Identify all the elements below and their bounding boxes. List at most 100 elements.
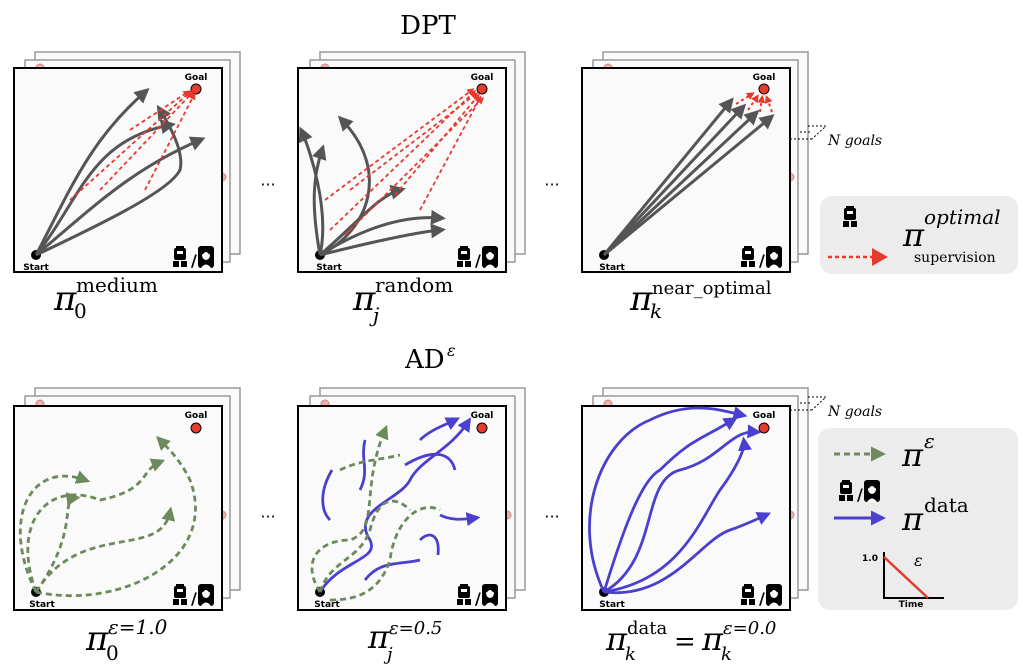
pi-symbol: π <box>901 436 924 474</box>
n-goals-bracket <box>790 125 828 140</box>
trajectories-blue <box>318 417 481 593</box>
pi-subscript: k <box>625 644 636 665</box>
supervision-arrow <box>129 90 191 131</box>
legend-supervision: supervision <box>914 250 996 266</box>
trajectories <box>602 97 775 257</box>
eps-schedule-chart: 1.0 ε Time <box>862 551 944 610</box>
pi-symbol: π <box>85 619 109 659</box>
panel-frame <box>581 405 791 611</box>
slash: / <box>759 251 765 270</box>
pi-symbol: π <box>352 279 376 319</box>
supervision-arrow <box>764 94 773 113</box>
trajectories <box>19 436 197 597</box>
pi-superscript: near_optimal <box>652 278 772 299</box>
trajectory <box>363 558 421 581</box>
goal-label: Goal <box>185 411 208 421</box>
trajectory <box>312 144 327 256</box>
supervision-arrow <box>69 90 193 201</box>
dpt-legend: π optimal supervision <box>820 196 1018 274</box>
trajectory <box>602 417 738 593</box>
goal-label: Goal <box>753 411 776 421</box>
pi-symbol: π <box>629 279 653 319</box>
supervision-arrow <box>419 95 482 211</box>
trajectory <box>603 114 775 257</box>
trajectory <box>329 506 441 602</box>
start-label: Start <box>599 600 625 610</box>
supervision-arrow <box>747 94 759 111</box>
ad-legend: π ε / π data 1.0 ε Time <box>818 428 1018 610</box>
pi-subscript: 0 <box>106 641 119 665</box>
trajectory <box>34 492 81 593</box>
goal-marker <box>476 422 488 434</box>
goal-label: Goal <box>185 73 208 83</box>
chart-y-label: 1.0 <box>862 554 878 564</box>
pi-symbol: π <box>902 216 925 254</box>
slash: / <box>475 589 481 608</box>
pi-label-eps-0.5: π j ε=0.5 <box>367 618 442 665</box>
trajectory <box>358 439 367 491</box>
pi-subscript: k <box>650 299 662 323</box>
trajectory <box>419 417 461 442</box>
goal-label: Goal <box>471 411 494 421</box>
eps-decay-line <box>883 556 929 599</box>
trajectory <box>26 458 166 593</box>
trajectory <box>321 469 334 521</box>
dpt-panel-random: Goal Start / <box>297 51 526 273</box>
slash: / <box>759 589 765 608</box>
person-icon <box>863 479 881 503</box>
legend-box <box>818 428 1018 610</box>
n-goals-bracket <box>790 396 828 411</box>
dpt-panel-medium: Goal Start / <box>13 51 241 273</box>
supervision-arrow <box>329 90 477 231</box>
section-title-ad: AD ε <box>404 341 456 375</box>
pi-superscript: ε=0.0 <box>723 618 776 639</box>
trajectory <box>35 104 183 257</box>
ad-panel-data: Goal Start / N goals <box>581 387 882 611</box>
trajectory <box>319 209 446 257</box>
equals: = <box>674 627 696 657</box>
panel-frame <box>297 67 507 273</box>
ad-panel-eps-1: Goal Start / <box>13 387 241 611</box>
goal-label: Goal <box>753 73 776 83</box>
slash: / <box>191 251 197 270</box>
chart-eps-label: ε <box>914 551 923 570</box>
trajectory <box>602 97 734 256</box>
trajectory <box>34 88 150 256</box>
person-icon <box>481 245 499 269</box>
legend-data: data <box>924 493 969 517</box>
trajectory <box>439 512 481 527</box>
trajectory <box>603 512 772 595</box>
person-icon <box>197 583 215 607</box>
pi-label-medium: π 0 medium <box>53 273 158 323</box>
trajectory <box>602 103 747 257</box>
pi-superscript: ε=0.5 <box>389 618 442 639</box>
supervision-arrow <box>324 88 475 201</box>
pi-subscript: j <box>369 303 379 327</box>
n-goals-label: N goals <box>827 404 882 420</box>
n-goals-label: N goals <box>827 133 882 149</box>
supervision-arrow <box>349 92 479 191</box>
supervision-arrows <box>735 92 773 113</box>
goal-marker <box>758 422 770 434</box>
pi-superscript: ε=1.0 <box>108 615 168 639</box>
trajectory <box>35 136 206 257</box>
ellipsis: ··· <box>260 507 275 526</box>
trajectory <box>319 223 446 257</box>
chart-x-label: Time <box>899 600 924 610</box>
trajectories-green <box>310 424 441 602</box>
trajectory <box>602 109 760 257</box>
pi-symbol: π <box>701 620 724 658</box>
supervision-arrow <box>394 93 480 196</box>
pi-label-data: π k data = π k ε=0.0 <box>605 618 776 665</box>
pi-symbol: π <box>367 618 390 656</box>
ellipsis: ··· <box>260 175 275 194</box>
pi-label-eps-1: π 0 ε=1.0 <box>85 615 168 665</box>
pi-label-near-optimal: π k near_optimal <box>629 278 772 323</box>
goal-marker <box>476 83 488 95</box>
goal-marker <box>758 83 770 95</box>
trajectory <box>19 470 91 593</box>
supervision-arrows <box>69 90 196 201</box>
supervision-arrows <box>324 88 485 236</box>
start-label: Start <box>599 263 625 273</box>
supervision-arrowhead <box>872 248 888 266</box>
